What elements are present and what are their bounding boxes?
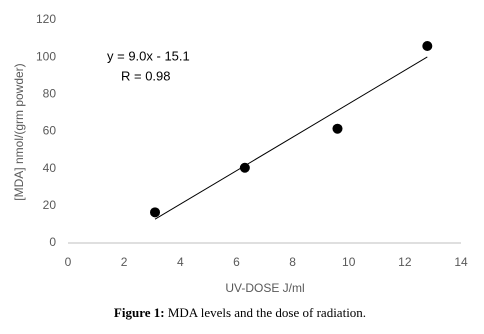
x-tick-label: 4 [177,255,184,269]
point [150,207,161,218]
point [239,162,250,173]
caption: Figure 1: MDA levels and the dose of rad… [114,305,366,320]
point [332,123,343,134]
y-axis-label: [MDA] nmol/(grm powder) [12,63,26,200]
trend-equation: y = 9.0x - 15.1 [107,48,190,63]
x-tick-label: 14 [454,255,468,269]
caption-label: Figure 1: [114,305,165,320]
point [422,41,433,52]
y-tick-label: 120 [36,12,56,26]
caption-text: MDA levels and the dose of radiation. [168,305,366,320]
y-tick-label: 100 [36,49,56,63]
x-tick-label: 8 [289,255,296,269]
y-tick-label: 60 [43,124,57,138]
x-tick-label: 2 [121,255,128,269]
y-tick-label: 20 [43,198,57,212]
trendline [154,56,428,220]
x-tick-label: 0 [65,255,72,269]
trend-r: R = 0.98 [121,68,171,83]
y-tick-label: 0 [49,235,56,249]
x-tick-label: 6 [233,255,240,269]
y-tick-label: 40 [43,161,57,175]
x-axis-label: UV-DOSE J/ml [225,281,304,295]
x-tick-label: 10 [342,255,356,269]
x-tick-label: 12 [398,255,412,269]
y-tick-label: 80 [43,87,57,101]
